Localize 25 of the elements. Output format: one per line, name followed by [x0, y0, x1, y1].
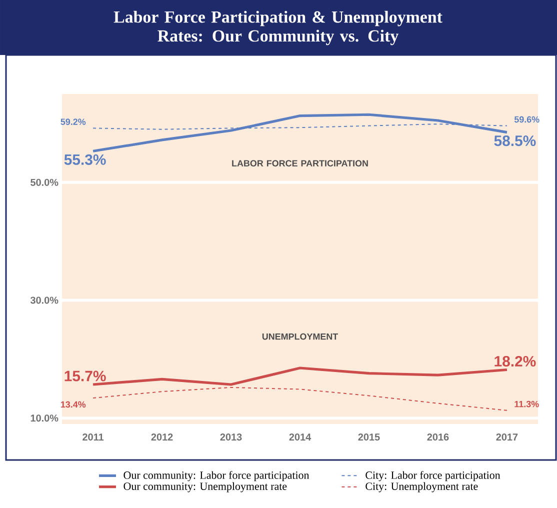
- data-label: 18.2%: [494, 356, 536, 367]
- x-tick-label: 2014: [289, 434, 312, 441]
- y-tick-label: 30.0%: [30, 296, 58, 304]
- data-label: 59.6%: [514, 116, 540, 123]
- x-tick-label: 2015: [358, 434, 380, 441]
- x-tick-label: 2011: [82, 434, 104, 441]
- data-label: 15.7%: [64, 370, 106, 382]
- x-tick-label: 2013: [220, 434, 242, 441]
- x-tick-label: 2012: [151, 434, 173, 441]
- data-label: 58.5%: [494, 135, 536, 146]
- data-label: 59.2%: [60, 118, 86, 125]
- data-label: 11.3%: [514, 400, 539, 408]
- data-label: 13.4%: [60, 401, 86, 408]
- legend-label: City: Unemployment rate: [366, 482, 478, 492]
- annotation: LABOR FORCE PARTICIPATION: [232, 160, 368, 166]
- x-tick-label: 2016: [427, 434, 449, 441]
- y-tick-label: 50.0%: [30, 178, 58, 186]
- chart-title: Labor Force Participation & Unemployment Rates: Our Community vs. City: [114, 10, 442, 46]
- data-label: 55.3%: [64, 154, 106, 165]
- x-tick-label: 2017: [496, 434, 518, 441]
- legend-label: Our community: Unemployment rate: [124, 482, 287, 492]
- legend-label: City: Labor force participation: [366, 471, 500, 482]
- legend-label: Our community: Labor force participation: [124, 471, 310, 482]
- y-tick-label: 10.0%: [30, 414, 58, 422]
- annotation: UNEMPLOYMENT: [262, 333, 338, 340]
